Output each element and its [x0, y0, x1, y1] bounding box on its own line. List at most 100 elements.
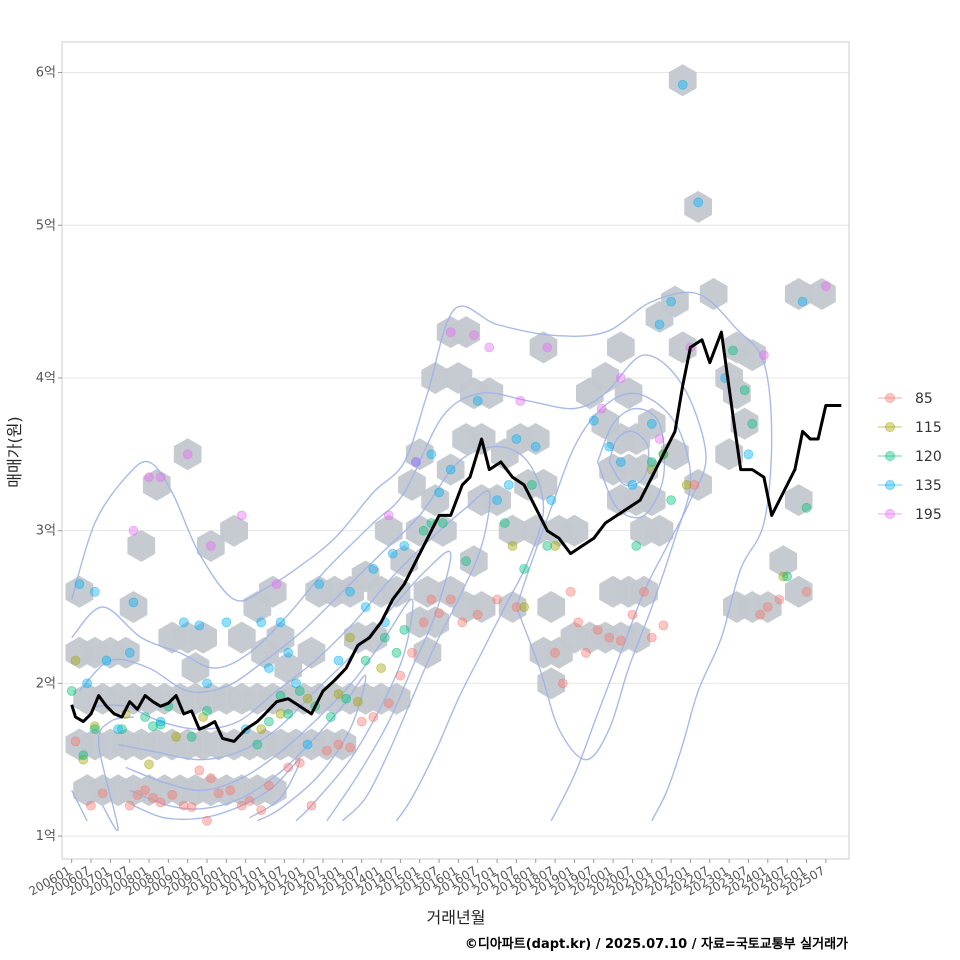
data-point-135 [646, 418, 657, 429]
data-point-135 [360, 602, 371, 612]
y-tick-label: 1억 [36, 829, 56, 844]
data-point-120 [747, 418, 758, 429]
data-point-135 [128, 597, 139, 608]
legend-label: 120 [915, 449, 942, 465]
data-point-85 [167, 790, 178, 800]
data-point-85 [627, 609, 638, 620]
data-point-120 [294, 686, 305, 696]
data-point-135 [256, 617, 267, 628]
hex-bin [297, 636, 326, 669]
trend-line-layer [70, 330, 842, 743]
data-point-120 [341, 693, 352, 704]
data-point-115 [198, 712, 209, 722]
y-tick-label: 2억 [36, 676, 56, 691]
data-point-120 [418, 525, 429, 536]
data-point-135 [677, 79, 688, 90]
data-point-120 [631, 541, 642, 551]
data-point-85 [383, 698, 394, 709]
data-point-115 [778, 571, 789, 582]
data-point-135 [627, 479, 638, 490]
data-point-120 [519, 564, 529, 574]
data-point-195 [383, 510, 394, 521]
data-point-135 [511, 434, 522, 444]
data-point-195 [820, 281, 831, 292]
hex-bin [460, 545, 488, 578]
hex-bin [738, 339, 767, 372]
hex-bin [398, 468, 426, 501]
hex-bin [521, 423, 550, 455]
hex-bin [421, 484, 450, 517]
hex-bin [699, 278, 728, 310]
data-point-115 [376, 663, 387, 673]
legend: 85 115 120 135 195 [878, 391, 942, 523]
data-point-195 [515, 395, 526, 406]
density-contour [515, 392, 692, 761]
data-point-85 [147, 793, 158, 803]
data-point-115 [550, 541, 560, 551]
data-point-135 [333, 655, 344, 666]
hex-bin [452, 316, 480, 349]
data-point-195 [445, 327, 456, 338]
data-point-195 [468, 330, 479, 341]
data-point-120 [66, 686, 77, 696]
data-point-115 [171, 731, 182, 742]
density-contour [133, 758, 301, 820]
data-point-85 [689, 479, 700, 490]
data-point-135 [426, 449, 437, 460]
data-point-195 [236, 510, 247, 521]
data-point-85 [418, 617, 429, 628]
hex-bin [637, 407, 666, 440]
data-point-85 [755, 609, 765, 620]
data-point-120 [391, 647, 402, 658]
legend-key-point [885, 451, 895, 461]
data-point-85 [426, 594, 437, 605]
data-point-115 [302, 693, 313, 704]
density-contour [608, 430, 650, 487]
data-point-85 [178, 800, 189, 811]
density-contour [71, 291, 773, 822]
y-axis-title: 매매가(원) [5, 416, 24, 487]
data-point-85 [604, 632, 615, 643]
data-point-85 [395, 670, 406, 681]
data-point-85 [132, 790, 143, 800]
data-point-120 [782, 571, 792, 582]
legend-label: 135 [915, 478, 942, 494]
hex-bin [197, 529, 225, 562]
hex-bin [359, 621, 388, 654]
data-point-135 [155, 716, 166, 727]
legend-key-point [885, 480, 895, 490]
data-point-85 [321, 745, 332, 756]
density-contour [117, 550, 452, 822]
data-point-85 [283, 762, 294, 773]
data-point-85 [205, 773, 216, 783]
legend-key-point [885, 393, 895, 403]
data-point-85 [550, 647, 560, 658]
data-point-85 [639, 586, 649, 597]
density-contour [97, 716, 134, 832]
data-point-195 [654, 434, 665, 444]
data-point-85 [472, 609, 483, 620]
data-point-135 [530, 441, 541, 452]
density-contour [71, 789, 88, 822]
data-point-85 [202, 815, 212, 826]
data-point-135 [291, 678, 301, 689]
data-point-120 [155, 719, 166, 730]
hex-bin [467, 591, 496, 623]
hexbin-layer [65, 64, 836, 807]
data-point-85 [368, 712, 379, 722]
data-point-85 [434, 608, 445, 618]
data-point-135 [345, 586, 356, 597]
data-point-195 [205, 541, 216, 551]
data-point-85 [762, 602, 773, 612]
hex-bin [65, 575, 94, 608]
y-tick-label: 4억 [36, 371, 56, 386]
data-point-115 [352, 696, 363, 707]
data-point-195 [759, 350, 769, 361]
data-point-120 [325, 712, 336, 722]
data-point-85 [573, 617, 584, 628]
data-point-115 [90, 721, 100, 731]
y-tick-label: 3억 [36, 524, 56, 539]
data-point-115 [256, 724, 267, 735]
data-point-135 [101, 655, 112, 666]
hex-bin [258, 575, 287, 608]
